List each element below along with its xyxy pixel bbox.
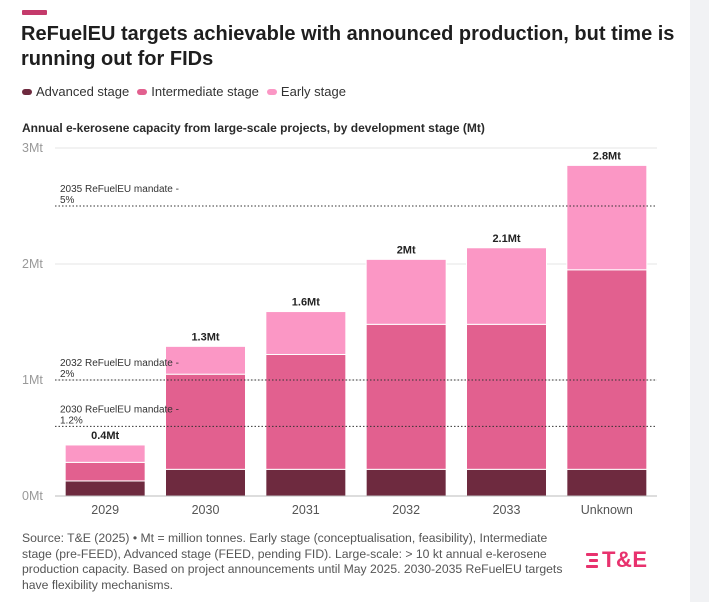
x-tick-label: 2032 bbox=[392, 503, 420, 517]
bar-segment bbox=[265, 353, 347, 470]
bar-segment bbox=[165, 373, 246, 470]
x-tick-label: 2033 bbox=[493, 503, 521, 517]
bar-segment bbox=[566, 164, 648, 271]
bar-total-label: 2.8Mt bbox=[593, 150, 621, 162]
bar-segment bbox=[64, 444, 146, 463]
bar-segment bbox=[566, 468, 648, 497]
bar-segment bbox=[365, 468, 447, 497]
y-tick-label: 0Mt bbox=[22, 489, 43, 503]
bar-segment bbox=[265, 311, 347, 355]
bar-total-label: 2.1Mt bbox=[492, 233, 520, 245]
legend-label-intermediate: Intermediate stage bbox=[151, 84, 259, 99]
logo-stripes-icon bbox=[586, 552, 598, 568]
bar-segment bbox=[365, 323, 447, 470]
legend-label-advanced: Advanced stage bbox=[36, 84, 130, 99]
legend-item-early: Early stage bbox=[266, 84, 346, 99]
y-tick-label: 1Mt bbox=[22, 373, 43, 387]
bar-segment bbox=[566, 269, 648, 470]
te-logo: T&E bbox=[586, 547, 648, 573]
mandate-reference-label: 1.2% bbox=[60, 415, 83, 426]
bar-total-label: 1.6Mt bbox=[292, 297, 320, 309]
bar-segment bbox=[64, 461, 146, 482]
legend: Advanced stage Intermediate stage Early … bbox=[22, 84, 346, 99]
y-tick-label: 2Mt bbox=[22, 257, 43, 271]
source-note: Source: T&E (2025) • Mt = million tonnes… bbox=[22, 531, 563, 592]
bar-segment bbox=[466, 468, 547, 497]
chart-title: ReFuelEU targets achievable with announc… bbox=[21, 23, 675, 70]
bar-segment bbox=[365, 258, 447, 325]
bar-segment bbox=[466, 323, 547, 470]
mandate-reference-label: 2035 ReFuelEU mandate - bbox=[60, 184, 179, 195]
bar-segment bbox=[265, 468, 347, 497]
legend-swatch-early bbox=[266, 88, 277, 95]
legend-swatch-intermediate bbox=[137, 88, 148, 95]
bar-total-label: 0.4Mt bbox=[91, 430, 119, 442]
mandate-reference-label: 2032 ReFuelEU mandate - bbox=[60, 358, 179, 369]
bar-segment bbox=[466, 247, 547, 325]
y-tick-label: 3Mt bbox=[22, 141, 43, 155]
mandate-reference-label: 2% bbox=[60, 369, 75, 380]
x-tick-label: Unknown bbox=[581, 503, 633, 517]
chart-subtitle: Annual e-kerosene capacity from large-sc… bbox=[22, 121, 485, 135]
mandate-reference-label: 2030 ReFuelEU mandate - bbox=[60, 404, 179, 415]
bar-chart: 0Mt 1Mt 2Mt 3Mt 0.4Mt 2029 1.3Mt 2030 1.6Mt 2031 2… bbox=[22, 141, 657, 517]
bar-total-label: 1.3Mt bbox=[191, 331, 219, 343]
title-accent-bar bbox=[22, 10, 47, 15]
legend-item-advanced: Advanced stage bbox=[22, 84, 129, 99]
mandate-reference-label: 5% bbox=[60, 195, 75, 206]
bar-segment bbox=[165, 345, 246, 375]
bar-segment bbox=[64, 480, 146, 497]
bar-total-label: 2Mt bbox=[397, 244, 416, 256]
legend-label-early: Early stage bbox=[280, 84, 346, 99]
legend-item-intermediate: Intermediate stage bbox=[137, 84, 259, 99]
x-tick-label: 2031 bbox=[292, 503, 320, 517]
logo-text: T&E bbox=[602, 547, 648, 572]
x-tick-label: 2029 bbox=[91, 503, 119, 517]
legend-swatch-advanced bbox=[22, 88, 32, 95]
bar-segment bbox=[165, 468, 246, 497]
right-edge-panel bbox=[690, 0, 709, 602]
x-tick-label: 2030 bbox=[192, 503, 220, 517]
